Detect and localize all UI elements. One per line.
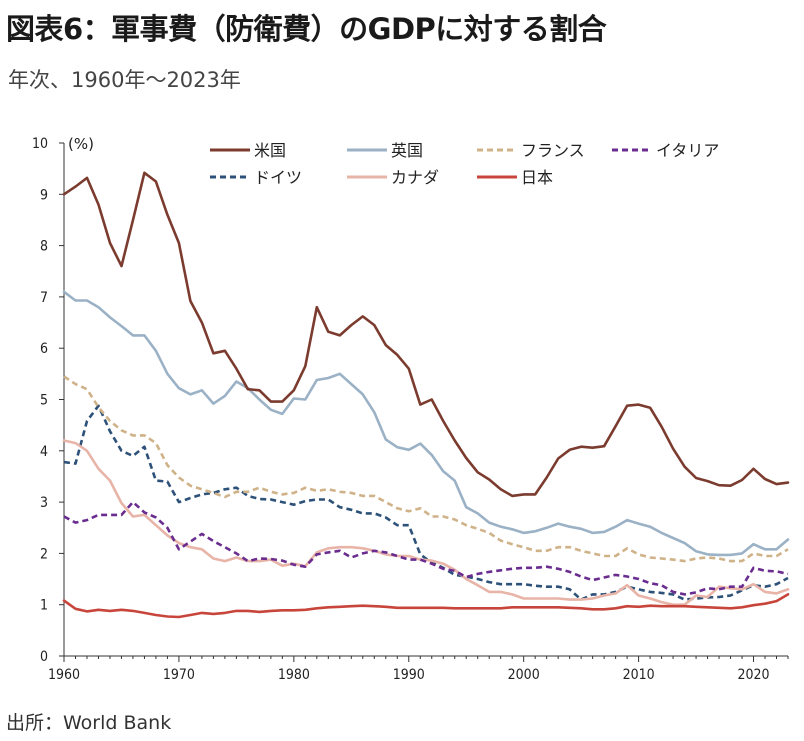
legend-label: 日本	[521, 168, 553, 187]
series-line-ドイツ	[63, 404, 789, 601]
x-tick-label: 2020	[738, 667, 770, 683]
legend-item: カナダ	[347, 168, 439, 187]
legend-label: ドイツ	[254, 168, 302, 187]
series-line-英国	[62, 290, 790, 557]
legend-item: 米国	[210, 141, 286, 160]
legend-item: ドイツ	[210, 168, 302, 187]
y-tick-label: 6	[40, 341, 48, 357]
x-tick-label: 1980	[278, 667, 310, 683]
legend-item: 日本	[477, 168, 553, 187]
y-tick-label: 3	[40, 495, 48, 511]
legend-label: フランス	[521, 141, 585, 160]
legend-label: 米国	[254, 141, 286, 160]
legend-label: カナダ	[391, 168, 439, 187]
page-subtitle: 年次、1960年～2023年	[8, 68, 241, 92]
legend-item: イタリア	[612, 141, 719, 160]
x-tick-label: 1970	[163, 667, 195, 683]
series-line-カナダ	[62, 439, 790, 607]
y-tick-label: 2	[40, 546, 48, 562]
y-tick-label: 0	[40, 649, 48, 665]
y-tick-label: 5	[40, 393, 48, 409]
series-line-イタリア	[63, 500, 789, 596]
chart-axes: 0 1 2 3 4 5 6 7 8 9 10 1960 1970 1980 1990 2000 2010 2020	[32, 136, 789, 683]
legend-label: イタリア	[656, 141, 719, 160]
y-tick-label: 4	[40, 444, 48, 460]
series-line-日本	[62, 593, 790, 619]
x-tick-label: 1960	[48, 667, 80, 683]
y-tick-label: 9	[40, 187, 48, 203]
y-tick-label: 7	[40, 290, 48, 306]
series-layer	[62, 171, 790, 619]
series-line-米国	[62, 171, 790, 498]
x-tick-label: 1990	[393, 667, 425, 683]
y-tick-label: 8	[40, 239, 48, 255]
y-axis-unit-label: (%)	[68, 135, 94, 153]
x-tick-label: 2010	[623, 667, 655, 683]
page-title: 図表6：軍事費（防衛費）のGDPに対する割合	[6, 12, 607, 46]
legend-item: 英国	[347, 141, 423, 160]
x-tick-label: 2000	[508, 667, 540, 683]
y-tick-label: 10	[32, 136, 48, 152]
source-note: 出所：World Bank	[6, 712, 172, 734]
y-tick-label: 1	[40, 598, 48, 614]
series-line-フランス	[63, 375, 789, 563]
legend-item: フランス	[477, 141, 585, 160]
legend-label: 英国	[391, 141, 423, 160]
